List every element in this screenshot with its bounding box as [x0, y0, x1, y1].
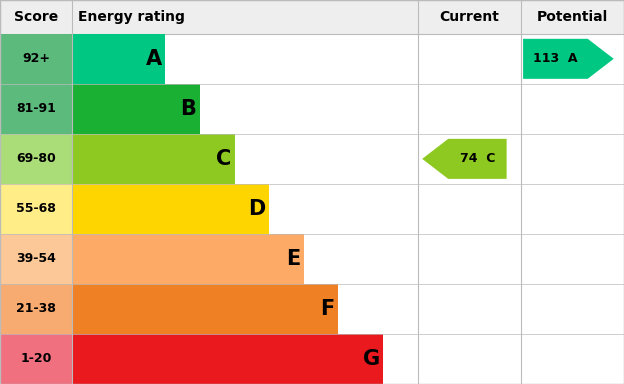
Bar [72, 84, 200, 134]
Text: Energy rating: Energy rating [78, 10, 185, 24]
Text: 74  C: 74 C [460, 152, 495, 166]
Bar [72, 184, 269, 234]
Bar [72, 34, 165, 84]
Text: Score: Score [14, 10, 58, 24]
Text: 39-54: 39-54 [16, 252, 56, 265]
Text: E: E [286, 249, 300, 269]
Text: C: C [215, 149, 231, 169]
Text: 55-68: 55-68 [16, 202, 56, 215]
Bar [0, 334, 72, 384]
Bar [0, 134, 72, 184]
Bar [0, 34, 72, 84]
Text: 113  A: 113 A [533, 52, 578, 65]
Bar [72, 234, 304, 284]
Text: 92+: 92+ [22, 52, 50, 65]
Bar [0, 284, 72, 334]
Polygon shape [523, 39, 614, 79]
Text: Current: Current [440, 10, 499, 24]
Bar [0, 234, 72, 284]
Bar [0, 0, 624, 34]
Text: A: A [145, 49, 162, 69]
Bar [0, 184, 72, 234]
Text: 81-91: 81-91 [16, 103, 56, 115]
Text: B: B [180, 99, 196, 119]
Bar [72, 134, 235, 184]
Text: 21-38: 21-38 [16, 303, 56, 315]
Text: D: D [248, 199, 265, 219]
Text: G: G [363, 349, 379, 369]
Bar [72, 284, 338, 334]
Text: 69-80: 69-80 [16, 152, 56, 166]
Text: Potential: Potential [537, 10, 608, 24]
Text: 1-20: 1-20 [20, 353, 52, 366]
Bar [72, 334, 383, 384]
Bar [0, 84, 72, 134]
Text: F: F [321, 299, 334, 319]
Polygon shape [422, 139, 507, 179]
